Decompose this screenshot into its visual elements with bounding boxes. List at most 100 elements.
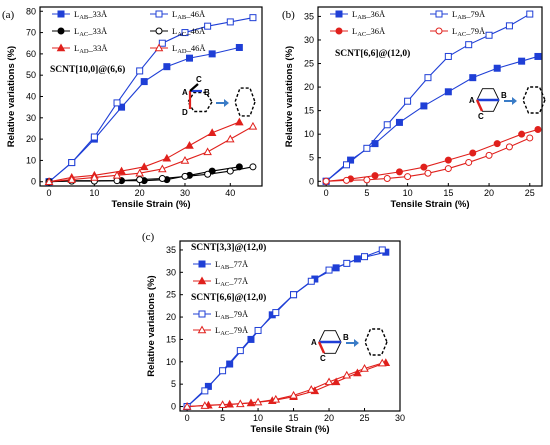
series-LAC_46Å [45,163,257,186]
data-point [117,166,126,175]
y-tick-label: 15 [166,334,176,344]
data-point [236,399,245,408]
legend-label: LAB_79Å [452,9,486,21]
data-point [226,360,234,368]
y-tick-label: 50 [26,70,36,80]
data-point [493,140,501,148]
data-point [404,97,412,105]
x-tick-label: 30 [395,413,405,423]
data-point [56,43,66,52]
series-line [187,362,386,408]
legend-entry: LAD_33Å [52,43,108,55]
y-tick-label: 5 [309,153,314,163]
data-point [247,335,255,343]
atom-label-a: A [182,88,188,97]
series-LAC_79Å [182,358,387,410]
panel-label-a: (a) [2,9,15,21]
data-point [182,402,192,410]
y-axis-label: Relative variations (%) [146,275,157,376]
atom-label-b: B [501,91,507,100]
atom-label-c: C [196,75,202,84]
panel-label-b: (b) [282,9,295,21]
data-point [198,260,206,268]
data-point [271,394,281,403]
series-line [325,55,539,182]
atom-label-a: A [311,338,317,347]
atom-label-b: B [343,333,349,342]
data-point [325,266,333,274]
data-point [335,27,343,35]
bond-ac [475,99,484,112]
data-point [253,397,263,406]
hexagon-after [234,87,256,117]
legend-entry: LAB_79Å [430,9,486,21]
legend-label: LAB_77Å [215,259,249,271]
data-point [198,310,206,318]
data-point [163,63,171,71]
inset-schematic: A B C [311,328,388,363]
bond-ac [189,83,199,92]
data-point [307,277,315,285]
y-tick-label: 10 [166,357,176,367]
data-point [68,159,76,167]
x-tick-label: 0 [324,188,329,198]
arrow-icon [504,97,517,105]
data-point [444,52,452,60]
plot-frame [317,6,543,187]
data-point [219,367,227,375]
data-point [371,172,379,180]
legend-entry: LAB_36Å [330,9,386,21]
y-tick-label: 0 [309,176,314,186]
data-point [485,151,493,159]
data-point [186,54,194,62]
atom-label-d: D [182,108,188,117]
data-point [420,102,428,110]
data-point [208,50,216,58]
data-point [465,158,473,166]
y-tick-label: 10 [304,129,314,139]
data-point [485,31,493,39]
data-point [44,177,54,185]
data-point [469,74,477,82]
data-point [343,176,351,184]
data-point [518,57,526,65]
hexagon-before [187,91,213,113]
hexagon-after [364,328,388,356]
data-point [343,259,351,267]
data-point [360,364,369,372]
x-tick-label: 20 [135,188,145,198]
legend-entry: LAB_77Å [193,259,249,271]
data-point [435,27,443,35]
data-point [526,10,534,18]
x-tick-label: 30 [180,188,190,198]
data-point [139,162,149,171]
data-point [207,128,217,136]
panel-label-c: (c) [142,231,155,243]
data-point [158,164,167,173]
legend-entry: LAC_79Å [193,325,249,337]
data-point [197,276,207,285]
y-tick-label: 35 [166,245,176,255]
data-point [236,347,244,355]
x-tick-label: 10 [89,188,99,198]
data-point [534,125,542,133]
data-point [435,10,443,18]
data-point [361,253,369,261]
data-point [353,368,362,377]
legend-entry: LAC_33Å [52,26,108,38]
series-line [49,166,254,183]
data-point [90,172,99,181]
data-point [158,39,166,47]
data-point [518,130,526,138]
data-point [226,167,234,175]
legend-label: LAC_36Å [352,26,386,38]
y-tick-label: 80 [26,6,36,16]
data-point [140,78,148,86]
data-point [248,121,258,130]
data-point [162,153,172,162]
series-LAD_46Å [44,121,258,185]
data-point [155,10,163,18]
data-point [424,74,432,82]
data-point [331,377,341,386]
x-tick-label: 15 [443,188,453,198]
